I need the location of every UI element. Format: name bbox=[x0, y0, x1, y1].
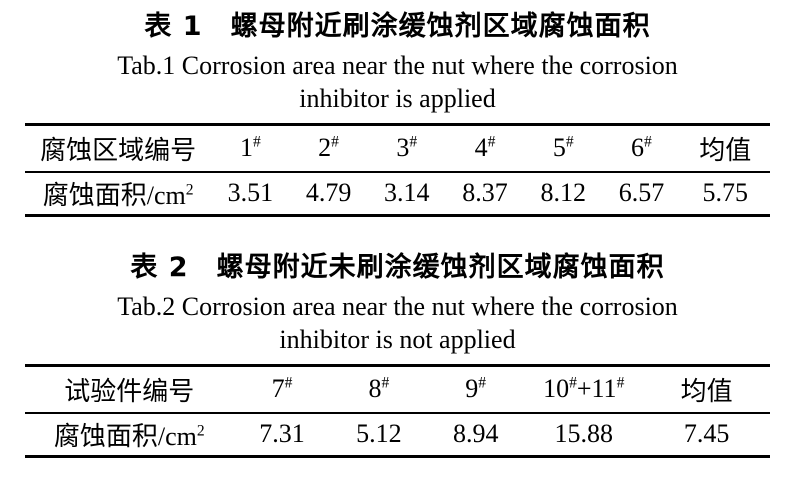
header-cell: 6# bbox=[602, 124, 681, 173]
table2-title-zh: 表 2 螺母附近未刷涂缓蚀剂区域腐蚀面积 bbox=[130, 252, 665, 283]
table1-title-en-line1: Tab.1 Corrosion area near the nut where … bbox=[117, 51, 678, 80]
table2-section: 表 2 螺母附近未刷涂缓蚀剂区域腐蚀面积 Tab.2 Corrosion are… bbox=[0, 217, 795, 458]
table1: 腐蚀区域编号 1# 2# 3# 4# 5# 6# 均值 腐蚀面积/cm2 3.5… bbox=[25, 123, 770, 217]
data-cell: 3.51 bbox=[227, 178, 274, 208]
table1-section: 表 1 螺母附近刷涂缓蚀剂区域腐蚀面积 Tab.1 Corrosion area… bbox=[0, 0, 795, 217]
header-cell: 8# bbox=[330, 365, 428, 414]
data-cell: 4.79 bbox=[305, 178, 352, 208]
data-cell: 7.31 bbox=[259, 419, 305, 449]
data-cell: 8.37 bbox=[462, 178, 508, 208]
header-cell: 9# bbox=[427, 365, 525, 414]
table1-title-en-line2: inhibitor is applied bbox=[299, 84, 496, 113]
data-cell: 5.12 bbox=[356, 419, 402, 449]
data-cell: 8.12 bbox=[540, 178, 586, 208]
header-cell: 3# bbox=[367, 124, 446, 173]
data-cell: 腐蚀面积/cm2 bbox=[42, 180, 194, 210]
table1-title-en: Tab.1 Corrosion area near the nut where … bbox=[0, 49, 795, 115]
data-cell: 6.57 bbox=[618, 178, 665, 208]
header-cell: 5# bbox=[524, 124, 603, 173]
table1-header-row: 腐蚀区域编号 1# 2# 3# 4# 5# 6# 均值 bbox=[25, 124, 770, 173]
header-cell: 7# bbox=[233, 365, 331, 414]
data-cell: 3.14 bbox=[384, 178, 430, 208]
header-cell: 均值 bbox=[680, 124, 770, 173]
table2-title-en-line1: Tab.2 Corrosion area near the nut where … bbox=[117, 292, 678, 321]
header-cell: 2# bbox=[289, 124, 368, 173]
header-cell: 10#+11# bbox=[524, 365, 644, 414]
header-cell: 试验件编号 bbox=[25, 365, 234, 414]
table2-header-row: 试验件编号 7# 8# 9# 10#+11# 均值 bbox=[25, 365, 770, 414]
header-cell: 均值 bbox=[643, 365, 770, 414]
data-cell: 腐蚀面积/cm2 bbox=[53, 421, 205, 451]
header-cell: 1# bbox=[211, 124, 290, 173]
table1-data-row: 腐蚀面积/cm2 3.51 4.79 3.14 8.37 8.12 6.57 5… bbox=[25, 172, 770, 216]
table2-data-row: 腐蚀面积/cm2 7.31 5.12 8.94 15.88 7.45 bbox=[25, 413, 770, 457]
data-cell: 5.75 bbox=[702, 178, 749, 208]
data-cell: 15.88 bbox=[554, 419, 613, 449]
table1-title-zh: 表 1 螺母附近刷涂缓蚀剂区域腐蚀面积 bbox=[144, 11, 651, 42]
table2: 试验件编号 7# 8# 9# 10#+11# 均值 腐蚀面积/cm2 7.31 … bbox=[25, 364, 770, 458]
header-cell: 4# bbox=[445, 124, 525, 173]
data-cell: 8.94 bbox=[452, 419, 499, 449]
data-cell: 7.45 bbox=[683, 419, 730, 449]
header-cell: 腐蚀区域编号 bbox=[25, 124, 212, 173]
table2-title-en-line2: inhibitor is not applied bbox=[279, 325, 516, 354]
table2-title-en: Tab.2 Corrosion area near the nut where … bbox=[0, 290, 795, 356]
